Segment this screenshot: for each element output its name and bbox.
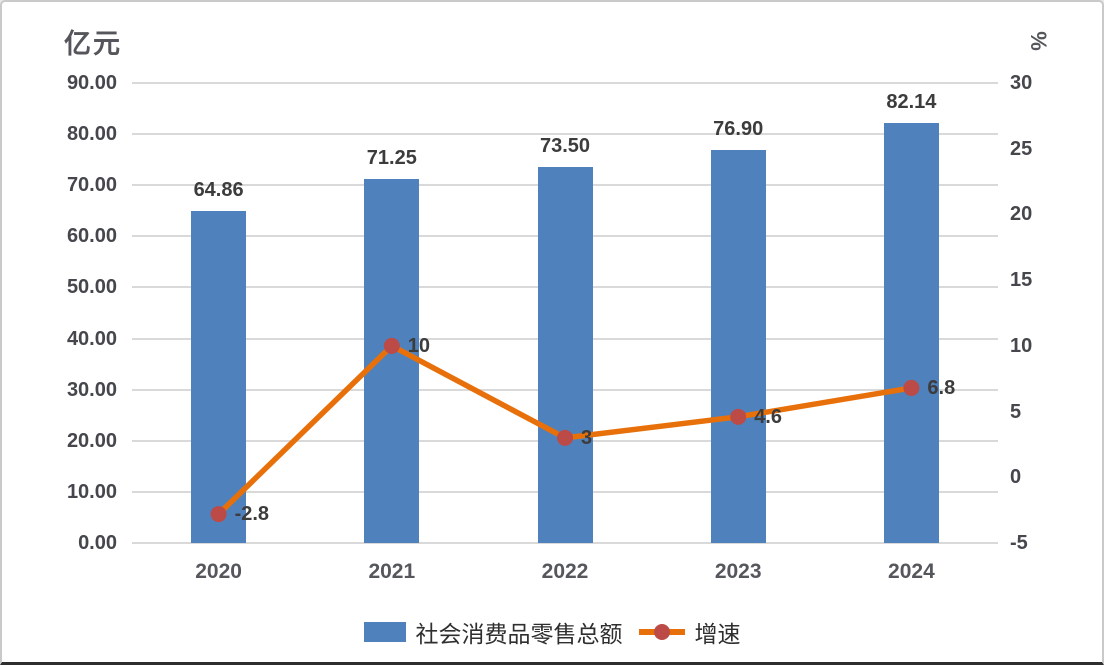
line-value-label: 6.8 [927, 376, 956, 399]
legend-bar-swatch [363, 622, 406, 642]
bar-value-label: 73.50 [539, 135, 591, 158]
right-axis-tick: 20 [1010, 203, 1033, 226]
left-axis-tick: 30.00 [66, 378, 117, 401]
bar-2024 [883, 123, 939, 543]
right-axis-tick: 10 [1010, 334, 1033, 357]
line-value-label: -2.8 [234, 503, 270, 526]
left-axis-tick: 80.00 [66, 123, 117, 146]
legend: 社会消费品零售总额 增速 [2, 615, 1102, 649]
x-axis-label-2021: 2021 [368, 560, 416, 583]
legend-line-label: 增速 [694, 621, 741, 647]
right-axis-tick: 0 [1010, 466, 1022, 489]
line-value-label: 4.6 [754, 405, 782, 428]
x-axis-label-2023: 2023 [714, 560, 762, 583]
gridline [132, 133, 998, 136]
left-axis-tick: 60.00 [66, 225, 117, 248]
left-axis-tick: 40.00 [66, 327, 117, 350]
bar-value-label: 64.86 [193, 179, 244, 202]
x-axis-label-2020: 2020 [195, 560, 242, 583]
left-axis-tick: 90.00 [66, 72, 117, 94]
gridline [132, 82, 998, 84]
line-value-label: 3 [581, 426, 593, 449]
right-axis-tick: 15 [1010, 269, 1033, 292]
legend-line-dot [653, 624, 670, 640]
left-axis-tick: 70.00 [66, 174, 117, 197]
bar-value-label: 82.14 [886, 91, 937, 114]
legend-bar-label: 社会消费品零售总额 [415, 621, 623, 647]
left-axis-title: 亿元 [64, 29, 122, 59]
left-axis-tick: 0.00 [78, 532, 117, 554]
bar-2022 [537, 167, 593, 543]
left-axis-tick: 20.00 [66, 429, 117, 452]
legend-line-marker [638, 622, 685, 642]
bar-value-label: 76.90 [713, 117, 764, 140]
line-value-label: 10 [407, 334, 431, 357]
left-axis-tick: 10.00 [66, 480, 117, 503]
left-axis-tick: 50.00 [66, 276, 117, 299]
bar-2023 [710, 149, 766, 543]
bar-value-label: 71.25 [366, 146, 417, 169]
right-axis-tick: 5 [1010, 400, 1022, 423]
gridline [132, 542, 998, 544]
x-axis-label-2022: 2022 [541, 560, 589, 583]
right-axis-tick: -5 [1010, 532, 1028, 554]
right-axis-tick: 30 [1010, 72, 1033, 94]
bar-2021 [364, 178, 420, 543]
x-axis-label-2024: 2024 [888, 560, 935, 583]
bar-2020 [191, 211, 247, 543]
right-axis-tick: 25 [1010, 137, 1033, 160]
right-axis-title: % [1025, 31, 1051, 51]
